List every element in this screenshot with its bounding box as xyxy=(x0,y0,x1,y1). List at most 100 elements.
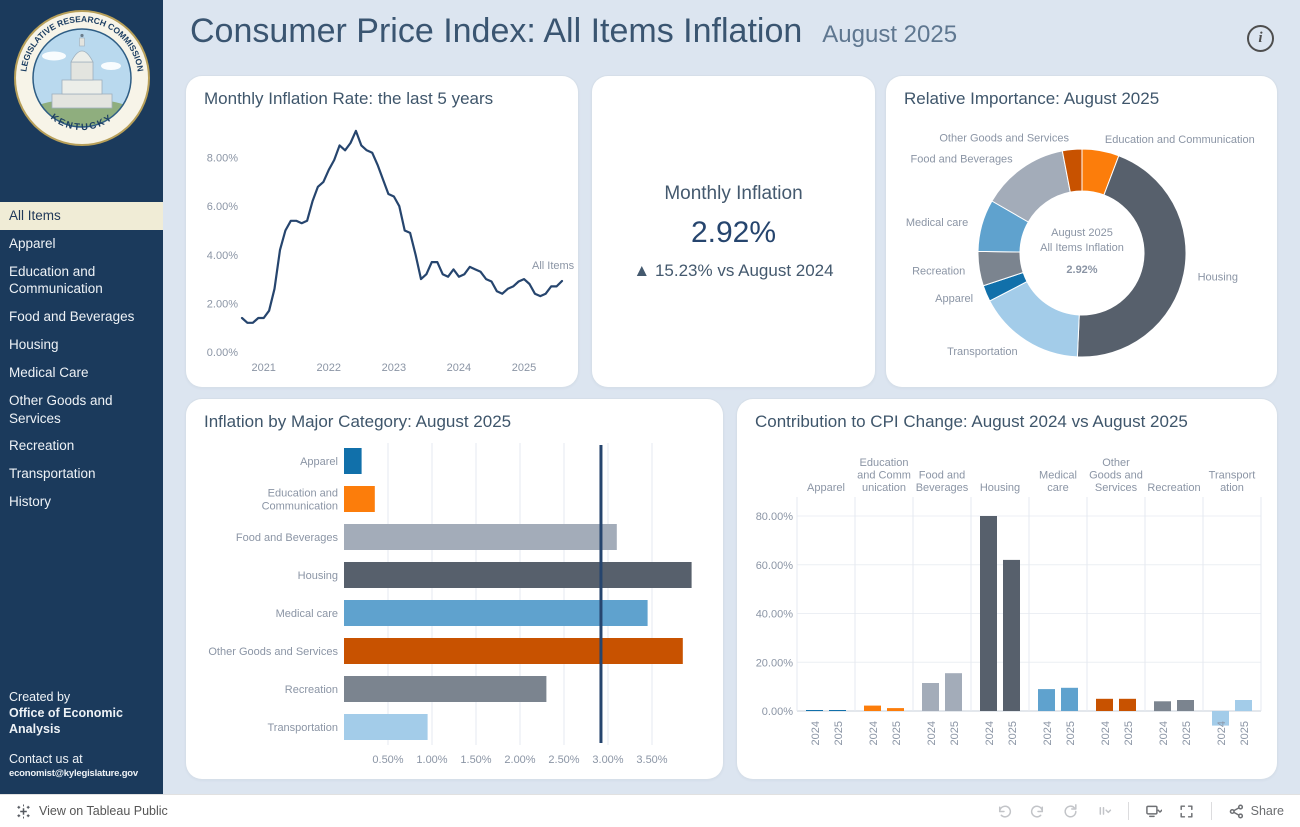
svg-text:3.00%: 3.00% xyxy=(592,754,623,766)
capitol-dome-illustration xyxy=(32,29,131,127)
grouped-bar-chart[interactable]: 0.00% 20.00% 40.00% 60.00% 80.00% Apparel 2024… xyxy=(749,433,1265,773)
year-label: 2024 xyxy=(868,721,880,745)
sidebar-item-recreation[interactable]: Recreation xyxy=(9,438,75,454)
share-icon[interactable]: Share xyxy=(1228,803,1284,820)
replay-icon[interactable] xyxy=(1062,803,1079,820)
slice-label: Transportation xyxy=(947,346,1018,358)
bar-medical-care-2024[interactable] xyxy=(1038,689,1055,711)
bar-apparel-2025[interactable] xyxy=(829,710,846,711)
page-subtitle: August 2025 xyxy=(822,21,958,48)
category-nav: All Items Apparel Education and Communicat… xyxy=(0,202,163,516)
svg-text:Apparel: Apparel xyxy=(300,456,338,468)
bar-transportation-2025[interactable] xyxy=(1235,700,1252,711)
toolbar-divider xyxy=(1210,802,1212,820)
sidebar-item-education-and-communication[interactable]: Education and Communication xyxy=(9,263,103,297)
kpi-value: 2.92% xyxy=(690,215,777,249)
bar-food-and-beverages-2024[interactable] xyxy=(922,683,939,711)
svg-text:8.00%: 8.00% xyxy=(207,153,238,165)
year-label: 2024 xyxy=(1158,721,1170,745)
year-label: 2025 xyxy=(1007,721,1019,745)
bar-housing[interactable] xyxy=(344,562,692,588)
monthly-rate-card: Monthly Inflation Rate: the last 5 years… xyxy=(186,76,578,387)
sidebar-item-apparel[interactable]: Apparel xyxy=(9,235,56,251)
tableau-logo-icon xyxy=(17,803,30,819)
lrc-seal-logo: LEGISLATIVE RESEARCH COMMISSION KENTUCKY xyxy=(0,0,163,148)
slice-other-goods-and-services[interactable] xyxy=(1061,148,1083,193)
svg-text:2023: 2023 xyxy=(382,362,406,374)
svg-text:Housing: Housing xyxy=(980,482,1020,494)
bar-food-and-beverages[interactable] xyxy=(344,524,617,550)
sidebar-item-all-items[interactable]: All Items xyxy=(0,202,163,230)
sidebar-item-history[interactable]: History xyxy=(9,493,52,509)
svg-text:2025: 2025 xyxy=(512,362,536,374)
svg-text:0.50%: 0.50% xyxy=(372,754,403,766)
svg-text:Medical care: Medical care xyxy=(276,608,338,620)
svg-text:2021: 2021 xyxy=(251,362,275,374)
year-label: 2025 xyxy=(949,721,961,745)
bar-transportation[interactable] xyxy=(344,714,428,740)
pause-icon[interactable] xyxy=(1095,803,1112,820)
slice-label: Apparel xyxy=(935,293,973,305)
bar-housing-2025[interactable] xyxy=(1003,559,1020,711)
year-label: 2024 xyxy=(1042,721,1054,745)
svg-text:Education: Education xyxy=(860,457,909,469)
bar-transportation-2024[interactable] xyxy=(1212,711,1229,726)
category-inflation-card: Inflation by Major Category: August 2025… xyxy=(186,399,723,779)
created-by-org: Office of Economic Analysis xyxy=(9,705,123,737)
slice-housing[interactable] xyxy=(1076,155,1187,358)
bar-other-goods-and-services[interactable] xyxy=(344,638,683,664)
svg-text:Food and: Food and xyxy=(919,470,965,482)
bar-recreation[interactable] xyxy=(344,676,547,702)
svg-text:Apparel: Apparel xyxy=(807,482,845,494)
redo-icon[interactable] xyxy=(1029,803,1046,820)
horizontal-bar-chart[interactable]: 0.50% 1.00% 1.50% 2.00% 2.50% 3.00% 3.50% Appar… xyxy=(198,433,711,773)
year-label: 2025 xyxy=(833,721,845,745)
bar-recreation-2024[interactable] xyxy=(1154,701,1171,712)
bar-education-and-communication-2024[interactable] xyxy=(864,705,881,711)
slice-label: Other Goods and Services xyxy=(939,133,1069,145)
contact-email: economist@kylegislature.gov xyxy=(9,767,138,779)
fullscreen-icon[interactable] xyxy=(1178,803,1195,820)
relative-importance-card: Relative Importance: August 2025 Educati… xyxy=(886,76,1277,387)
bar-apparel-2024[interactable] xyxy=(806,710,823,711)
year-label: 2024 xyxy=(984,721,996,745)
sidebar-item-medical-care[interactable]: Medical Care xyxy=(9,364,89,380)
device-icon[interactable] xyxy=(1145,803,1162,820)
bar-medical-care-2025[interactable] xyxy=(1061,687,1078,711)
toolbar-divider xyxy=(1127,802,1129,820)
svg-text:3.50%: 3.50% xyxy=(636,754,667,766)
bar-recreation-2025[interactable] xyxy=(1177,700,1194,711)
svg-text:Education and: Education and xyxy=(268,488,338,500)
line-chart[interactable]: 0.00% 2.00% 4.00% 6.00% 8.00% 2021 2022 2023 202… xyxy=(194,108,576,384)
created-by-label: Created by xyxy=(9,689,71,704)
donut-chart[interactable]: Education and Communication Housing Transp… xyxy=(886,108,1277,384)
view-on-tableau-link[interactable]: View on Tableau Public xyxy=(16,803,168,819)
bar-other-goods-and-services-2025[interactable] xyxy=(1119,698,1136,711)
bar-housing-2024[interactable] xyxy=(980,516,997,711)
sidebar-item-other-goods-and-services[interactable]: Other Goods and Services xyxy=(9,392,113,426)
svg-text:Transportation: Transportation xyxy=(267,722,338,734)
bar-education-and-communication-2025[interactable] xyxy=(887,708,904,711)
sidebar-item-housing[interactable]: Housing xyxy=(9,337,59,353)
sidebar-footer: Created by Office of Economic Analysis C… xyxy=(0,689,163,780)
inflation-line[interactable] xyxy=(240,129,564,324)
svg-text:2.00%: 2.00% xyxy=(504,754,535,766)
svg-text:unication: unication xyxy=(862,482,906,494)
sidebar-item-transportation[interactable]: Transportation xyxy=(9,466,96,482)
sidebar-item-food-and-beverages[interactable]: Food and Beverages xyxy=(9,309,135,325)
bar-medical-care[interactable] xyxy=(344,600,648,626)
slice-label: Housing xyxy=(1198,271,1238,283)
bar-other-goods-and-services-2024[interactable] xyxy=(1096,698,1113,711)
undo-icon[interactable] xyxy=(996,803,1013,820)
year-label: 2025 xyxy=(891,721,903,745)
bar-food-and-beverages-2025[interactable] xyxy=(945,673,962,711)
svg-text:Beverages: Beverages xyxy=(916,482,969,494)
sidebar: LEGISLATIVE RESEARCH COMMISSION KENTUCKY… xyxy=(0,0,163,794)
info-icon[interactable]: i xyxy=(1247,25,1274,52)
kpi-card: Monthly Inflation 2.92% ▲ 15.23% vs Augu… xyxy=(592,76,875,387)
svg-text:1.50%: 1.50% xyxy=(460,754,491,766)
bar-apparel[interactable] xyxy=(344,448,362,474)
year-label: 2024 xyxy=(1100,721,1112,745)
bar-education-and-communication[interactable] xyxy=(344,486,375,512)
svg-text:Transport: Transport xyxy=(1209,470,1256,482)
